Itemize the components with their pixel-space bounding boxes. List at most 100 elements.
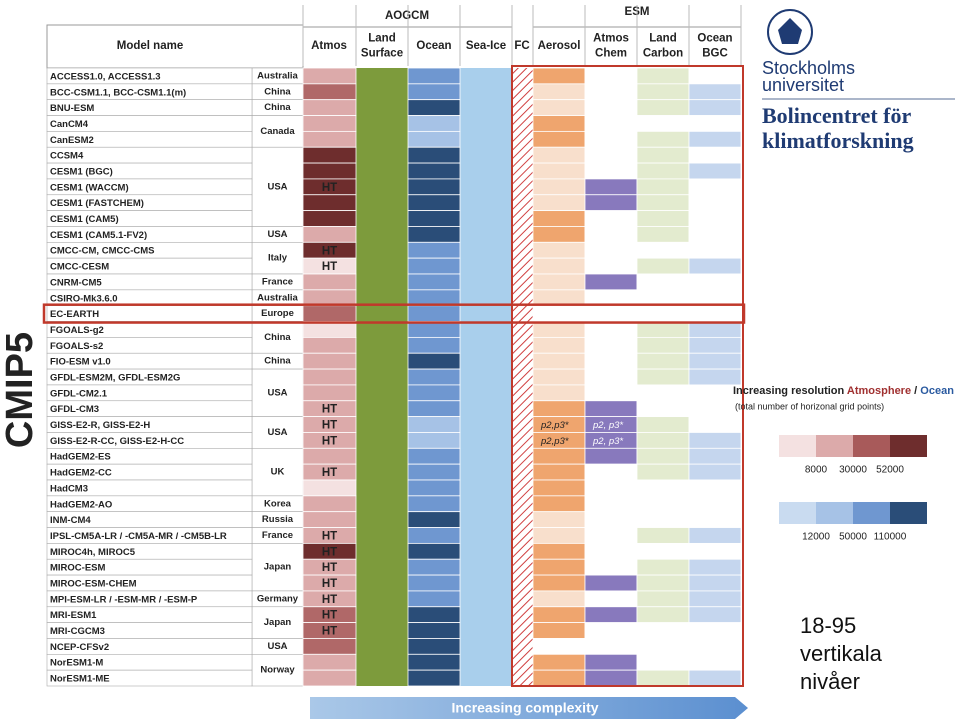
cell-text: p2, p3* [592, 420, 623, 431]
model-name: NorESM1-ME [50, 674, 110, 685]
levels-text: vertikala [800, 641, 883, 666]
legend-label: 8000 [805, 465, 828, 476]
cell [532, 321, 586, 338]
country: China [264, 332, 291, 343]
cell [636, 447, 690, 465]
legend-label: 12000 [802, 532, 830, 543]
cell [688, 194, 742, 212]
cell [584, 447, 638, 465]
legend-swatch [816, 435, 853, 457]
cell [302, 115, 357, 132]
cell [688, 653, 742, 671]
country: China [264, 86, 291, 97]
cell [407, 479, 461, 497]
cell [407, 115, 461, 132]
cell [532, 130, 586, 148]
cell [407, 336, 461, 354]
cell [532, 210, 586, 227]
cell [302, 194, 357, 212]
cell [302, 83, 357, 101]
country: USA [267, 229, 287, 240]
logo-text: Stockholms [762, 58, 855, 78]
model-name: CESM1 (BGC) [50, 167, 113, 178]
cell [302, 99, 357, 116]
model-name: IPSL-CM5A-LR / -CM5A-MR / -CM5B-LR [50, 531, 227, 542]
cell [636, 146, 690, 164]
cell [407, 558, 461, 576]
cell [584, 178, 638, 196]
cell [532, 479, 586, 497]
cell [532, 511, 586, 528]
cell [636, 321, 690, 338]
model-name: NorESM1-M [50, 658, 103, 669]
column-header: BGC [702, 48, 728, 60]
country-cell [251, 242, 304, 275]
country: France [262, 276, 293, 287]
cell [688, 574, 742, 592]
logo-text: universitet [762, 75, 844, 95]
cell [407, 653, 461, 671]
cell [688, 336, 742, 354]
cell-text: HT [322, 578, 337, 590]
fc-column [512, 68, 533, 686]
cell [636, 653, 690, 671]
cell [688, 463, 742, 481]
cell [407, 99, 461, 116]
levels-text: 18-95 [800, 613, 856, 638]
cell [532, 241, 586, 259]
column-header: Land [649, 33, 676, 45]
cell [636, 590, 690, 608]
cell [636, 257, 690, 275]
country-cell [251, 368, 304, 417]
model-name: CanCM4 [50, 119, 89, 130]
column-header: Chem [595, 48, 627, 60]
header-aogcm: AOGCM [385, 10, 429, 22]
legend-title: Increasing resolution Atmosphere / Ocean [733, 385, 954, 397]
cell-text: HT [322, 467, 337, 479]
cell [532, 590, 586, 608]
cell [407, 463, 461, 481]
cell-text: HT [322, 261, 337, 273]
cell [532, 146, 586, 164]
cell [584, 352, 638, 370]
model-name: NCEP-CFSv2 [50, 642, 109, 653]
cell [584, 257, 638, 275]
cell-text: HT [322, 562, 337, 574]
cell [532, 622, 586, 639]
country: Russia [262, 514, 294, 525]
cell [636, 194, 690, 212]
cell [688, 130, 742, 148]
model-name: CESM1 (CAM5) [50, 214, 119, 225]
country: China [264, 356, 291, 367]
cell [407, 590, 461, 608]
complexity-label: Increasing complexity [451, 700, 598, 716]
column-header: Atmos [593, 33, 629, 45]
country: Japan [264, 562, 292, 573]
cell [688, 606, 742, 624]
model-name: FGOALS-s2 [50, 341, 103, 352]
side-panel: Stockholms universitet Bolincentret för … [733, 9, 955, 694]
cell [688, 479, 742, 497]
cell [688, 226, 742, 243]
esm-border [511, 65, 744, 687]
country: USA [267, 181, 287, 192]
model-name: GFDL-ESM2M, GFDL-ESM2G [50, 373, 180, 384]
cell [532, 273, 586, 291]
cell [532, 226, 586, 243]
cell [532, 178, 586, 196]
column-header: Aerosol [538, 40, 581, 52]
legend-label: 110000 [874, 532, 907, 543]
cell [302, 511, 357, 528]
cell [584, 463, 638, 481]
model-name: CMCC-CM, CMCC-CMS [50, 246, 154, 257]
legend-swatch [779, 502, 816, 524]
legend-swatch [890, 502, 927, 524]
model-name: EC-EARTH [50, 309, 99, 320]
cell [532, 289, 586, 307]
legend-title-text: Increasing resolution [733, 385, 845, 397]
cell [407, 162, 461, 180]
cell [688, 669, 742, 687]
cell [688, 416, 742, 433]
column-header: Ocean [416, 40, 451, 52]
legend-label: 50000 [839, 532, 867, 543]
